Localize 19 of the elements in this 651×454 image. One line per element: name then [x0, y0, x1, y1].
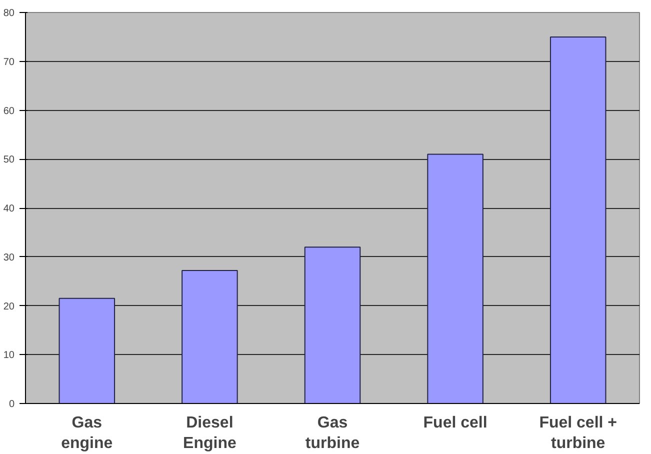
- bar: [427, 154, 484, 404]
- bar: [58, 298, 116, 404]
- y-tick-label: 20: [3, 301, 15, 312]
- y-tick-label: 30: [3, 252, 15, 264]
- y-tick-label: 50: [3, 154, 15, 166]
- bar: [550, 36, 606, 404]
- x-tick-label: Fuel cell: [423, 414, 488, 432]
- x-tick-label: Diesel Engine: [183, 414, 236, 452]
- x-tick-label: Fuel cell + turbine: [539, 414, 618, 452]
- y-tick-label: 10: [3, 350, 15, 362]
- bar: [182, 270, 238, 404]
- x-tick-label: Gas engine: [61, 414, 113, 452]
- bar: [304, 246, 361, 404]
- x-tick-label: Gas turbine: [305, 414, 360, 452]
- y-tick-label: 80: [3, 8, 15, 19]
- y-tick-label: 60: [3, 106, 15, 117]
- y-tick-label: 70: [3, 56, 15, 68]
- y-tick-label: 40: [3, 204, 15, 214]
- y-tick-label: 0: [8, 399, 15, 410]
